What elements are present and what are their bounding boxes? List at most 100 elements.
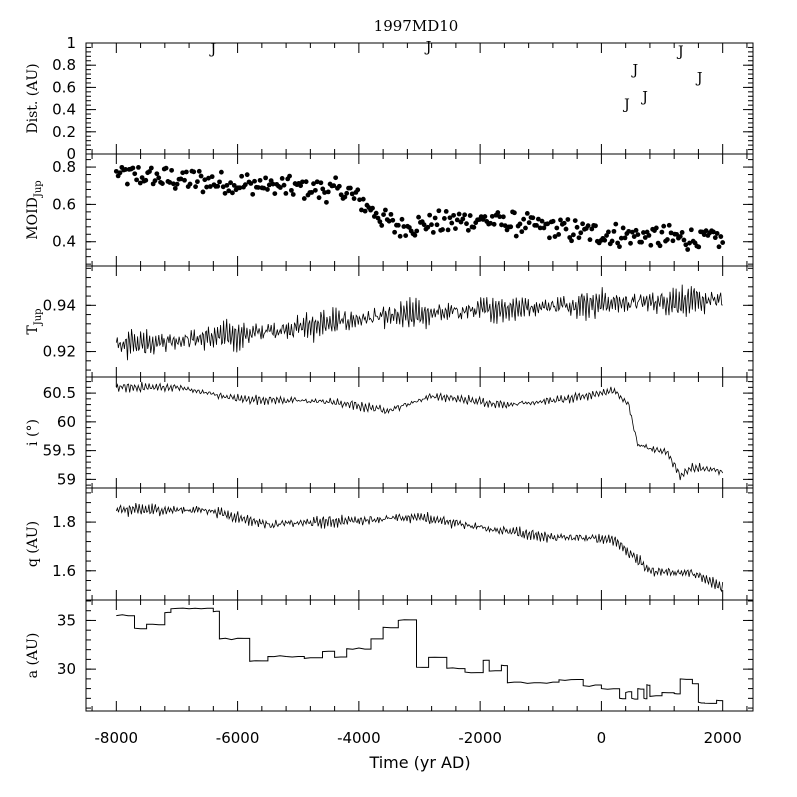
moid-point [569, 238, 574, 244]
moid-point [266, 182, 272, 188]
moid-point [252, 178, 257, 184]
moid-point [576, 235, 582, 241]
moid-point [537, 225, 543, 231]
moid-point [606, 229, 611, 235]
moid-point [563, 226, 569, 232]
moid-point [244, 172, 250, 178]
moid-point [617, 244, 622, 250]
y-tick-label: 0.2 [52, 123, 76, 141]
moid-point [198, 173, 204, 179]
moid-point [432, 215, 438, 221]
moid-point [222, 190, 228, 196]
moid-point [561, 220, 567, 226]
moid-point [666, 222, 672, 228]
moid-point [633, 227, 639, 233]
moid-point [657, 243, 663, 249]
x-tick-label: -2000 [458, 729, 502, 747]
y-tick-label: 1.8 [52, 513, 76, 531]
moid-point [512, 210, 517, 216]
moid-point [449, 220, 455, 226]
moid-point [434, 222, 440, 228]
moid-point [324, 199, 329, 205]
moid-point [277, 185, 283, 190]
moid-point [491, 221, 497, 227]
y-tick-label: 59 [57, 470, 76, 488]
moid-point [325, 189, 331, 195]
x-tick-label: 0 [597, 729, 607, 747]
moid-point [137, 180, 143, 186]
moid-point [136, 165, 141, 170]
moid-point [202, 177, 208, 183]
moid-point [338, 192, 344, 198]
moid-point [250, 191, 256, 197]
moid-point [375, 215, 381, 221]
y-axis-label-subscript: Jup [33, 180, 44, 198]
moid-point [541, 225, 547, 231]
moid-point [414, 228, 420, 234]
moid-point [519, 229, 525, 235]
moid-point [265, 187, 270, 192]
moid-point [677, 234, 683, 239]
moid-point [639, 239, 644, 245]
moid-point [163, 165, 169, 171]
moid-point [526, 220, 532, 226]
moid-point [585, 223, 591, 229]
y-tick-label: 1 [66, 34, 76, 52]
moid-point [436, 208, 442, 214]
moid-point [174, 181, 180, 187]
moid-point [312, 187, 318, 193]
moid-point [217, 179, 222, 185]
moid-point [331, 183, 337, 189]
moid-point [231, 183, 237, 188]
moid-point [401, 224, 407, 229]
moid-point [316, 195, 322, 201]
y-tick-label: 59.5 [43, 442, 76, 460]
moid-point [565, 217, 571, 222]
moid-point [314, 179, 320, 185]
series-line-a [116, 607, 724, 704]
moid-point [347, 185, 353, 191]
moid-point [521, 216, 527, 222]
moid-point [653, 225, 659, 231]
moid-point [629, 229, 635, 235]
moid-point [502, 223, 508, 229]
moid-point [388, 211, 394, 217]
encounter-marker: J [640, 89, 648, 105]
moid-point [226, 188, 232, 194]
moid-point [464, 221, 469, 227]
y-axis-label: i (°) [25, 419, 41, 446]
moid-point [242, 182, 248, 188]
moid-point [195, 179, 200, 185]
moid-point [113, 168, 119, 174]
moid-point [357, 197, 363, 203]
moid-point [679, 230, 685, 235]
y-tick-label: 0 [66, 145, 76, 163]
moid-point [429, 222, 434, 228]
encounter-marker: J [695, 70, 703, 86]
panel-frame [85, 265, 754, 378]
moid-point [578, 230, 584, 236]
moid-point [482, 214, 488, 219]
moid-point [373, 210, 379, 216]
panel-incl: 59 59.5 60 60.5 i (°) [25, 376, 754, 489]
moid-point [230, 190, 235, 196]
moid-point [169, 167, 175, 173]
moid-point [467, 213, 473, 218]
moid-point [298, 183, 304, 189]
moid-point [687, 240, 692, 246]
series-line-tjup [115, 284, 723, 361]
moid-point [237, 185, 243, 191]
moid-point [646, 233, 652, 238]
moid-point [635, 232, 641, 237]
moid-point [180, 170, 186, 176]
moid-point [441, 216, 447, 221]
moid-point [399, 216, 405, 222]
moid-point [622, 235, 628, 241]
y-tick-label: 60 [57, 413, 76, 431]
moid-point [539, 218, 545, 224]
moid-point [425, 224, 431, 230]
moid-point [508, 224, 514, 230]
encounter-marker: J [622, 97, 630, 113]
moid-point [255, 185, 261, 190]
